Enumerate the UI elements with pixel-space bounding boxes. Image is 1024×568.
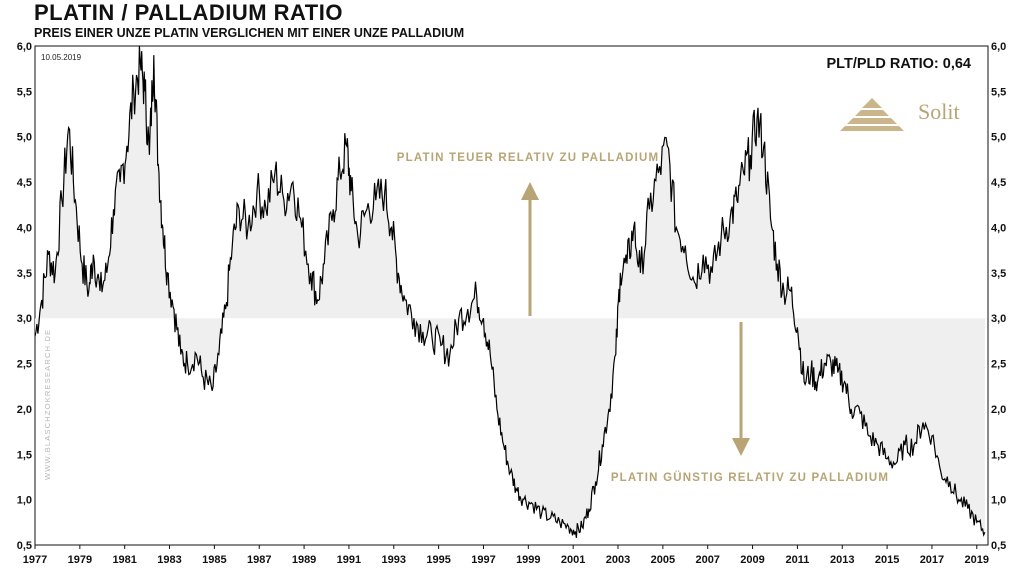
y-axis-right: 0,5 1,0 1,5 2,0 2,5 3,0 3,5 4,0 4,5 5,0 5,5 6,0 <box>991 41 1006 552</box>
y-tick-label: 3,0 <box>17 313 32 325</box>
area-fill <box>35 46 985 538</box>
x-tick-label: 1993 <box>382 554 406 566</box>
y-tick-label: 2,0 <box>991 404 1006 416</box>
y-tick-label: 6,0 <box>991 41 1006 53</box>
arrow-down-icon <box>732 322 750 456</box>
x-tick-label: 2017 <box>920 554 944 566</box>
y-tick-label: 1,5 <box>17 449 32 461</box>
x-tick-label: 1987 <box>247 554 271 566</box>
y-tick-label: 4,0 <box>17 222 32 234</box>
x-tick-label: 2007 <box>695 554 719 566</box>
y-tick-label: 1,5 <box>991 449 1006 461</box>
watermark: WWW.BLASCHZOKRESEARCH.DE <box>43 329 52 480</box>
x-axis: 1977 1979 1981 1983 1985 1987 1989 1991 1993 1995… <box>23 545 989 566</box>
x-tick-label: 1991 <box>337 554 361 566</box>
solit-logo: Solit <box>840 98 960 131</box>
y-tick-label: 4,5 <box>991 177 1006 189</box>
x-tick-label: 2019 <box>965 554 989 566</box>
chart-subtitle: PREIS EINER UNZE PLATIN VERGLICHEN MIT E… <box>34 26 465 40</box>
y-tick-label: 1,0 <box>991 495 1006 507</box>
x-tick-label: 1985 <box>202 554 226 566</box>
pyramid-icon <box>840 98 904 131</box>
x-tick-label: 2015 <box>875 554 899 566</box>
x-tick-label: 2003 <box>606 554 630 566</box>
y-tick-label: 2,5 <box>991 359 1006 371</box>
x-tick-label: 1983 <box>157 554 181 566</box>
chart-title: PLATIN / PALLADIUM RATIO <box>34 0 343 25</box>
x-tick-label: 1981 <box>112 554 136 566</box>
y-tick-label: 0,5 <box>17 540 32 552</box>
ratio-label: PLT/PLD RATIO: 0,64 <box>827 56 971 72</box>
arrow-up-icon <box>521 182 539 316</box>
y-tick-label: 0,5 <box>991 540 1006 552</box>
x-tick-label: 1997 <box>471 554 495 566</box>
logo-text: Solit <box>918 99 960 124</box>
y-tick-label: 5,0 <box>17 132 32 144</box>
y-tick-label: 3,5 <box>991 268 1006 280</box>
y-tick-label: 5,0 <box>991 132 1006 144</box>
annotation-expensive: PLATIN TEUER RELATIV ZU PALLADIUM <box>397 152 660 164</box>
y-tick-label: 5,5 <box>991 86 1006 98</box>
y-tick-label: 1,0 <box>17 495 32 507</box>
y-tick-label: 3,0 <box>991 313 1006 325</box>
y-tick-label: 5,5 <box>17 86 32 98</box>
x-tick-label: 1979 <box>68 554 92 566</box>
y-tick-label: 6,0 <box>17 41 32 53</box>
x-tick-label: 2001 <box>561 554 585 566</box>
y-tick-label: 2,0 <box>17 404 32 416</box>
plot-frame <box>34 45 989 546</box>
x-tick-label: 2013 <box>830 554 854 566</box>
y-axis-left: 0,5 1,0 1,5 2,0 2,5 3,0 3,5 4,0 4,5 5,0 5,5 6,0 <box>17 41 32 552</box>
x-tick-label: 1989 <box>292 554 316 566</box>
x-tick-label: 2005 <box>651 554 675 566</box>
y-tick-label: 4,0 <box>991 222 1006 234</box>
ratio-line <box>34 45 986 538</box>
x-tick-label: 1977 <box>23 554 47 566</box>
y-tick-label: 3,5 <box>17 268 32 280</box>
x-tick-label: 2011 <box>785 554 809 566</box>
y-tick-label: 2,5 <box>17 359 32 371</box>
x-tick-label: 2009 <box>740 554 764 566</box>
annotation-cheap: PLATIN GÜNSTIG RELATIV ZU PALLADIUM <box>611 471 889 484</box>
y-tick-label: 4,5 <box>17 177 32 189</box>
date-label: 10.05.2019 <box>41 53 82 62</box>
x-tick-label: 1999 <box>516 554 540 566</box>
x-tick-label: 1995 <box>426 554 450 566</box>
